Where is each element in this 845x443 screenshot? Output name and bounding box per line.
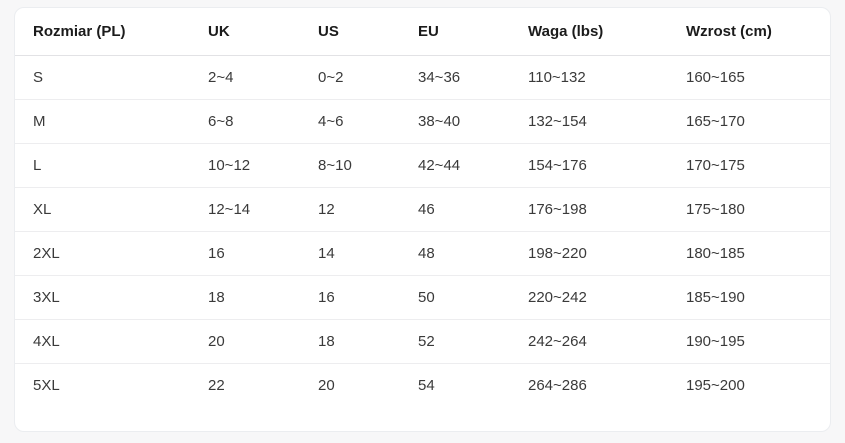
cell-uk: 20 bbox=[190, 319, 300, 364]
cell-eu: 42~44 bbox=[400, 143, 510, 188]
cell-eu: 50 bbox=[400, 275, 510, 320]
cell-size: L bbox=[15, 143, 190, 188]
cell-wzrost: 190~195 bbox=[668, 319, 830, 364]
cell-us: 18 bbox=[300, 319, 400, 364]
cell-waga: 154~176 bbox=[510, 143, 668, 188]
table-row-s: S 2~4 0~2 34~36 110~132 160~165 bbox=[15, 55, 830, 100]
table-row-3xl: 3XL 18 16 50 220~242 185~190 bbox=[15, 275, 830, 320]
cell-eu: 34~36 bbox=[400, 55, 510, 100]
cell-uk: 2~4 bbox=[190, 55, 300, 100]
cell-size: S bbox=[15, 55, 190, 100]
cell-uk: 18 bbox=[190, 275, 300, 320]
cell-us: 8~10 bbox=[300, 143, 400, 188]
cell-us: 4~6 bbox=[300, 99, 400, 144]
table-row-5xl: 5XL 22 20 54 264~286 195~200 bbox=[15, 364, 830, 408]
column-header-waga-lbs: Waga (lbs) bbox=[510, 8, 668, 56]
cell-waga: 220~242 bbox=[510, 275, 668, 320]
table-row-l: L 10~12 8~10 42~44 154~176 170~175 bbox=[15, 143, 830, 188]
column-header-eu: EU bbox=[400, 8, 510, 56]
cell-wzrost: 160~165 bbox=[668, 55, 830, 100]
cell-eu: 46 bbox=[400, 187, 510, 232]
table-row-4xl: 4XL 20 18 52 242~264 190~195 bbox=[15, 319, 830, 364]
cell-wzrost: 185~190 bbox=[668, 275, 830, 320]
cell-size: 5XL bbox=[33, 377, 60, 394]
cell-waga: 176~198 bbox=[510, 187, 668, 232]
size-chart-card: Rozmiar (PL) UK US EU Waga (lbs) Wzrost … bbox=[14, 7, 831, 432]
cell-eu: 48 bbox=[400, 231, 510, 276]
cell-waga: 242~264 bbox=[510, 319, 668, 364]
cell-uk: 22 bbox=[208, 377, 225, 394]
cell-uk: 10~12 bbox=[190, 143, 300, 188]
cell-us: 20 bbox=[318, 377, 335, 394]
cell-us: 16 bbox=[300, 275, 400, 320]
cell-eu: 54 bbox=[418, 377, 435, 394]
table-row-2xl: 2XL 16 14 48 198~220 180~185 bbox=[15, 231, 830, 276]
table-row-xl: XL 12~14 12 46 176~198 175~180 bbox=[15, 187, 830, 232]
cell-wzrost: 175~180 bbox=[668, 187, 830, 232]
cell-wzrost: 195~200 bbox=[686, 377, 745, 394]
cell-waga: 264~286 bbox=[528, 377, 587, 394]
cell-size: 4XL bbox=[15, 319, 190, 364]
table-row-m: M 6~8 4~6 38~40 132~154 165~170 bbox=[15, 99, 830, 144]
cell-uk: 6~8 bbox=[190, 99, 300, 144]
cell-uk: 16 bbox=[190, 231, 300, 276]
cell-uk: 12~14 bbox=[190, 187, 300, 232]
cell-waga: 110~132 bbox=[510, 55, 668, 100]
column-header-us: US bbox=[300, 8, 400, 56]
cell-us: 14 bbox=[300, 231, 400, 276]
size-chart-table: Rozmiar (PL) UK US EU Waga (lbs) Wzrost … bbox=[15, 8, 830, 407]
cell-size: 3XL bbox=[15, 275, 190, 320]
cell-size: M bbox=[15, 99, 190, 144]
column-header-uk: UK bbox=[190, 8, 300, 56]
cell-eu: 52 bbox=[400, 319, 510, 364]
table-header-row: Rozmiar (PL) UK US EU Waga (lbs) Wzrost … bbox=[15, 8, 830, 56]
cell-wzrost: 170~175 bbox=[668, 143, 830, 188]
cell-wzrost: 165~170 bbox=[668, 99, 830, 144]
column-header-wzrost-cm: Wzrost (cm) bbox=[668, 8, 830, 56]
column-header-rozmiar-pl: Rozmiar (PL) bbox=[15, 8, 190, 56]
cell-waga: 198~220 bbox=[510, 231, 668, 276]
cell-eu: 38~40 bbox=[400, 99, 510, 144]
cell-us: 12 bbox=[300, 187, 400, 232]
cell-wzrost: 180~185 bbox=[668, 231, 830, 276]
cell-waga: 132~154 bbox=[510, 99, 668, 144]
cell-us: 0~2 bbox=[300, 55, 400, 100]
cell-size: XL bbox=[15, 187, 190, 232]
cell-size: 2XL bbox=[15, 231, 190, 276]
